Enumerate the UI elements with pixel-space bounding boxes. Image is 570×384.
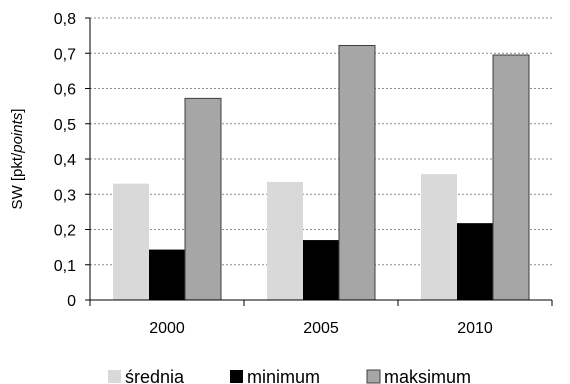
y-tick-label: 0,3 [54, 187, 76, 204]
y-tick-labels: 0 0,1 0,2 0,3 0,4 0,5 0,6 0,7 0,8 [54, 11, 90, 310]
legend-swatch-minimum [230, 370, 243, 383]
y-tick-label: 0,7 [54, 46, 76, 63]
bar-minimum-2010 [457, 223, 493, 300]
y-tick-label: 0 [67, 293, 76, 310]
bar-średnia-2005 [267, 181, 303, 300]
legend-label-minimum: minimum [247, 367, 320, 384]
y-tick-label: 0,6 [54, 82, 76, 99]
bar-maksimum-2010 [492, 54, 530, 301]
legend: średnia minimum maksimum [108, 367, 471, 384]
y-tick-label: 0,5 [54, 117, 76, 134]
x-tick-label: 2000 [149, 320, 185, 337]
legend-label-maksimum: maksimum [384, 367, 471, 384]
bars [113, 44, 530, 301]
y-tick-label: 0,1 [54, 258, 76, 275]
legend-label-średnia: średnia [125, 367, 185, 384]
legend-swatch-średnia [108, 370, 121, 383]
y-tick-label: 0,2 [54, 223, 76, 240]
bar-średnia-2000 [113, 183, 149, 300]
bar-maksimum-2005 [338, 44, 376, 301]
y-tick-label: 0,8 [54, 11, 76, 28]
x-tick-label: 2005 [303, 320, 339, 337]
legend-swatch-maksimum [366, 369, 381, 384]
bar-maksimum-2000 [184, 97, 222, 301]
y-axis-title-italic: points [9, 112, 26, 154]
y-axis-title: SW [pkt/points] [9, 109, 26, 210]
y-axis-title-suffix: ] [9, 109, 26, 113]
y-tick-label: 0,4 [54, 152, 76, 169]
y-axis-title-prefix: SW [pkt/ [9, 152, 26, 210]
x-tick-labels: 2000 2005 2010 [89, 300, 553, 337]
bar-minimum-2005 [303, 240, 339, 300]
bar-minimum-2000 [149, 249, 185, 300]
bar-średnia-2010 [421, 174, 457, 300]
x-tick-label: 2010 [457, 320, 493, 337]
